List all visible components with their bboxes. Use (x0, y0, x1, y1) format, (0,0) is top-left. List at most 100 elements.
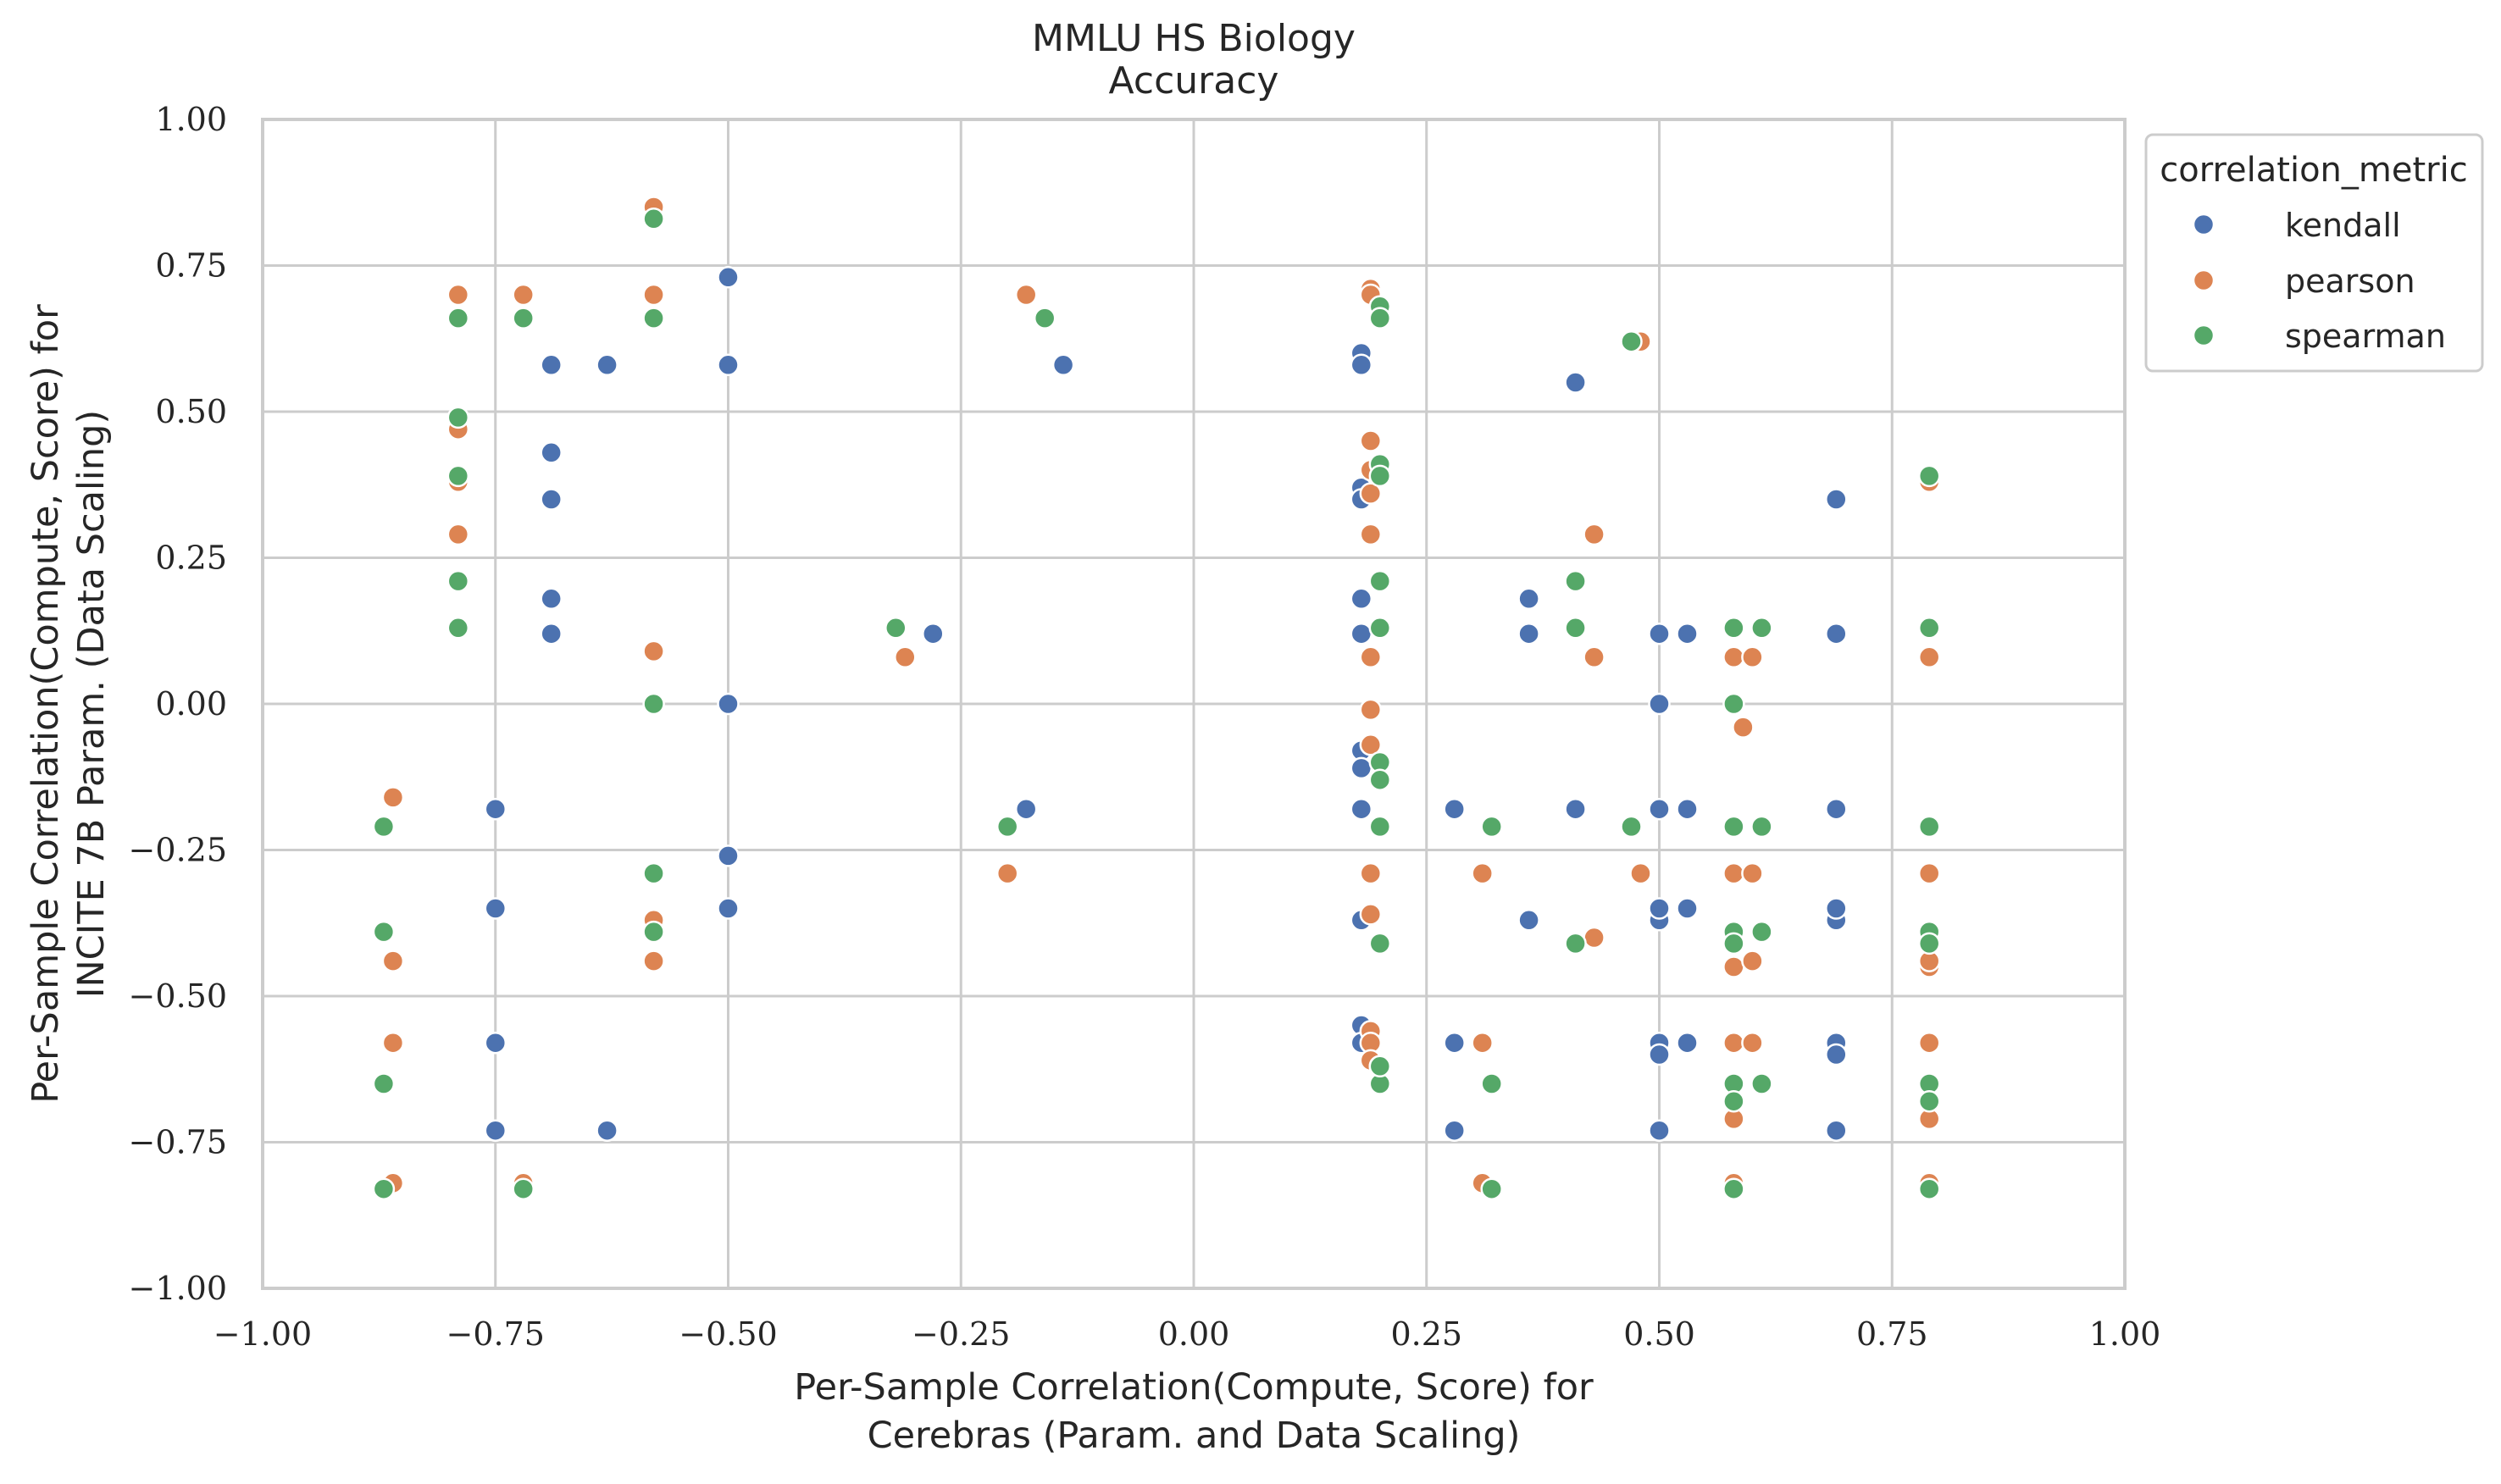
data-point-kendall (1676, 897, 1699, 920)
data-point-kendall (484, 797, 507, 821)
data-point-pearson (1583, 523, 1605, 546)
legend: correlation_metric kendall pearson spear… (2144, 133, 2484, 373)
data-point-kendall (540, 353, 563, 377)
data-point-spearman (446, 464, 470, 488)
data-point-spearman (1033, 307, 1056, 329)
data-point-spearman (1368, 768, 1392, 791)
x-axis-label-line-1: Per-Sample Correlation(Compute, Score) f… (794, 1366, 1594, 1409)
legend-label-spearman: spearman (2285, 318, 2446, 355)
legend-label-kendall: kendall (2285, 207, 2401, 244)
x-tick-label: 1.00 (2089, 1315, 2161, 1353)
data-point-spearman (512, 1177, 535, 1200)
data-point-pearson (642, 950, 665, 972)
data-point-pearson (642, 640, 665, 663)
tick-labels: −1.00 −0.75 −0.50 −0.25 0.00 0.25 0.50 0.75 1.00… (129, 101, 2161, 1353)
data-point-spearman (1368, 1055, 1392, 1078)
data-point-pearson (1722, 955, 1745, 978)
data-point-kendall (1517, 587, 1540, 611)
x-axis-label-line-2: Cerebras (Param. and Data Scaling) (868, 1415, 1521, 1457)
data-point-kendall (1825, 1043, 1848, 1066)
data-point-kendall (1648, 797, 1671, 821)
data-point-spearman (1722, 932, 1745, 955)
legend-marker-kendall (2192, 213, 2215, 236)
data-point-pearson (1583, 645, 1605, 669)
x-tick-label: −0.75 (446, 1315, 545, 1353)
data-point-kendall (1648, 692, 1671, 716)
data-point-kendall (540, 441, 563, 464)
data-point-kendall (1825, 622, 1848, 645)
data-point-pearson (1629, 861, 1652, 885)
data-point-pearson (1741, 950, 1764, 972)
data-point-pearson (1359, 645, 1383, 669)
data-point-kendall (1564, 371, 1587, 394)
data-point-pearson (1917, 645, 1941, 669)
data-point-spearman (1368, 815, 1392, 839)
data-point-spearman (1722, 1089, 1745, 1113)
data-point-spearman (1480, 1177, 1503, 1200)
data-point-spearman (642, 920, 665, 944)
y-tick-label: 0.00 (155, 685, 227, 723)
data-point-kendall (1676, 797, 1699, 821)
chart-title: MMLU HS Biology (1032, 17, 1356, 60)
data-point-kendall (1676, 622, 1699, 645)
data-point-kendall (717, 844, 740, 867)
data-point-pearson (1014, 283, 1038, 307)
data-point-spearman (1564, 569, 1587, 593)
data-point-kendall (1014, 797, 1038, 821)
data-point-spearman (512, 307, 535, 329)
data-point-pearson (1722, 1031, 1745, 1055)
data-point-spearman (1722, 617, 1745, 640)
data-point-kendall (1350, 756, 1373, 780)
data-point-spearman (1480, 1072, 1503, 1095)
data-point-spearman (1750, 1072, 1773, 1095)
data-point-pearson (1359, 429, 1383, 452)
data-point-kendall (540, 622, 563, 645)
data-point-kendall (540, 587, 563, 611)
data-point-spearman (642, 861, 665, 885)
x-tick-label: −0.50 (679, 1315, 777, 1353)
data-point-spearman (642, 307, 665, 329)
data-point-pearson (894, 645, 917, 669)
data-point-kendall (1350, 622, 1373, 645)
data-point-kendall (717, 692, 740, 716)
data-point-spearman (1750, 920, 1773, 944)
data-point-pearson (1359, 861, 1383, 885)
data-point-spearman (1368, 307, 1392, 329)
data-point-kendall (484, 1119, 507, 1142)
x-tick-label: 0.50 (1623, 1315, 1695, 1353)
data-point-kendall (596, 353, 618, 377)
y-axis-label-line-1: Per-Sample Correlation(Compute, Score) f… (25, 304, 67, 1104)
legend-marker-spearman (2192, 324, 2215, 347)
data-point-pearson (1471, 861, 1494, 885)
data-point-spearman (1722, 815, 1745, 839)
data-point-spearman (1564, 617, 1587, 640)
data-point-kendall (1443, 797, 1466, 821)
data-point-kendall (1825, 897, 1848, 920)
data-point-pearson (1741, 1031, 1764, 1055)
y-tick-label: −0.75 (129, 1124, 227, 1161)
legend-marker-pearson (2192, 269, 2215, 292)
data-point-pearson (1722, 861, 1745, 885)
y-tick-label: 0.50 (155, 393, 227, 430)
data-point-spearman (1917, 932, 1941, 955)
data-point-pearson (1917, 861, 1941, 885)
data-point-kendall (540, 488, 563, 511)
data-point-kendall (596, 1119, 618, 1142)
y-tick-label: 0.75 (155, 247, 227, 285)
legend-label-pearson: pearson (2285, 263, 2415, 300)
data-point-spearman (1480, 815, 1503, 839)
data-point-pearson (1741, 645, 1764, 669)
data-point-pearson (1741, 861, 1764, 885)
data-point-spearman (1368, 464, 1392, 488)
data-point-spearman (446, 307, 470, 329)
data-point-spearman (1917, 1177, 1941, 1200)
y-tick-label: 1.00 (155, 101, 227, 138)
x-tick-label: 0.75 (1856, 1315, 1928, 1353)
data-point-kendall (1350, 797, 1373, 821)
data-point-kendall (717, 266, 740, 289)
data-point-pearson (1722, 645, 1745, 669)
data-point-pearson (381, 1031, 405, 1055)
data-point-kendall (1648, 1043, 1671, 1066)
data-point-spearman (1917, 815, 1941, 839)
